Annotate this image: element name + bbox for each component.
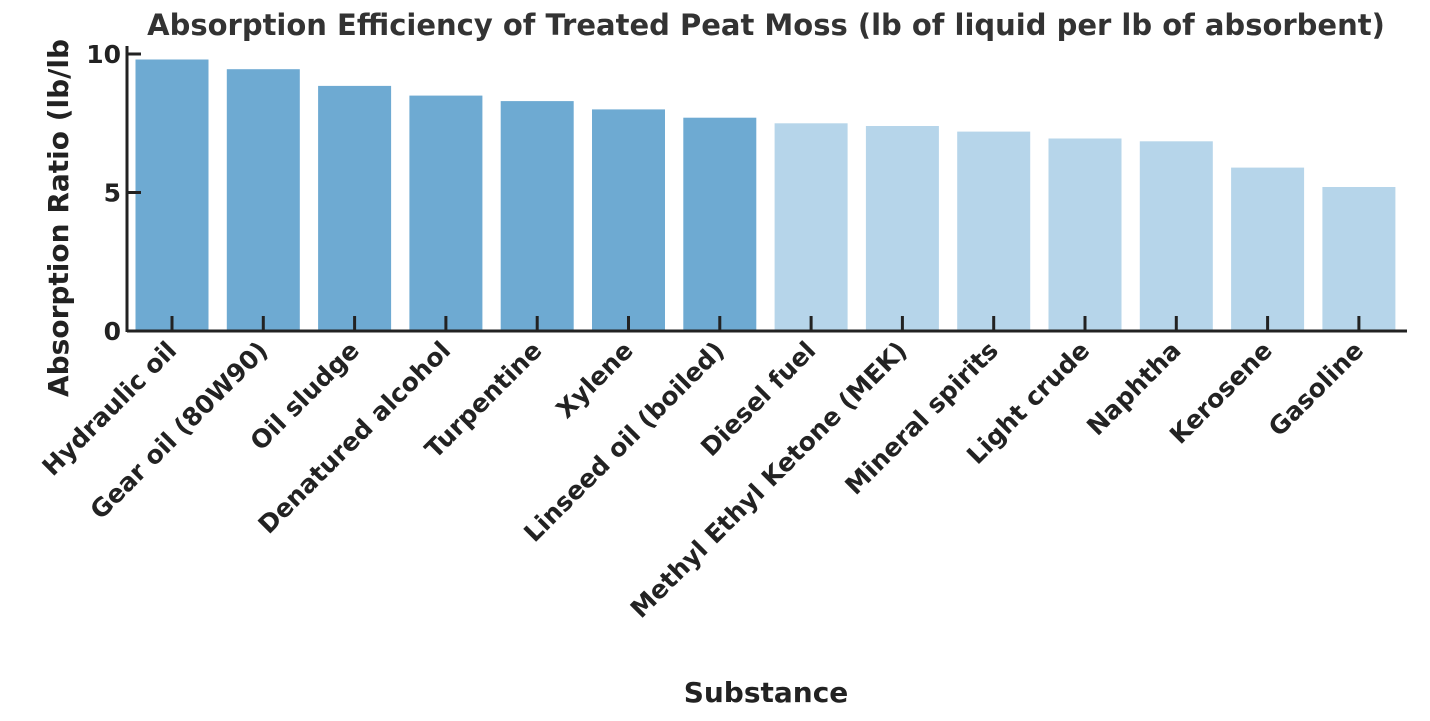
bars-group [135,59,1396,332]
bar-5 [500,101,574,331]
bar-10 [957,131,1031,331]
bar-4 [409,95,483,331]
bar-14 [1322,187,1396,331]
bar-2 [226,69,300,331]
bar-8 [774,123,848,332]
bar-9 [865,126,939,331]
bar-7 [683,117,757,331]
x-tick-label: Mineral spirits [839,336,1004,501]
x-axis-label: Substance [684,676,849,709]
y-tick-label: 0 [104,317,121,346]
y-tick-label: 5 [104,179,121,208]
x-tick-label: Xylene [550,336,638,424]
bar-13 [1231,167,1305,331]
axes-group [125,46,1407,333]
bar-3 [318,85,392,332]
x-tick-label: Gasoline [1263,336,1369,442]
y-ticks-group: 0 5 10 [86,40,141,346]
bar-12 [1139,141,1213,331]
chart-title: Absorption Efficiency of Treated Peat Mo… [147,8,1385,42]
bar-6 [592,109,665,332]
bar-11 [1048,138,1122,331]
y-tick-label: 10 [86,40,121,69]
x-tick-label: Gear oil (80W90) [84,336,273,525]
bar-1 [135,59,209,331]
y-axis-label: Absorption Ratio (lb/lb [42,39,75,397]
